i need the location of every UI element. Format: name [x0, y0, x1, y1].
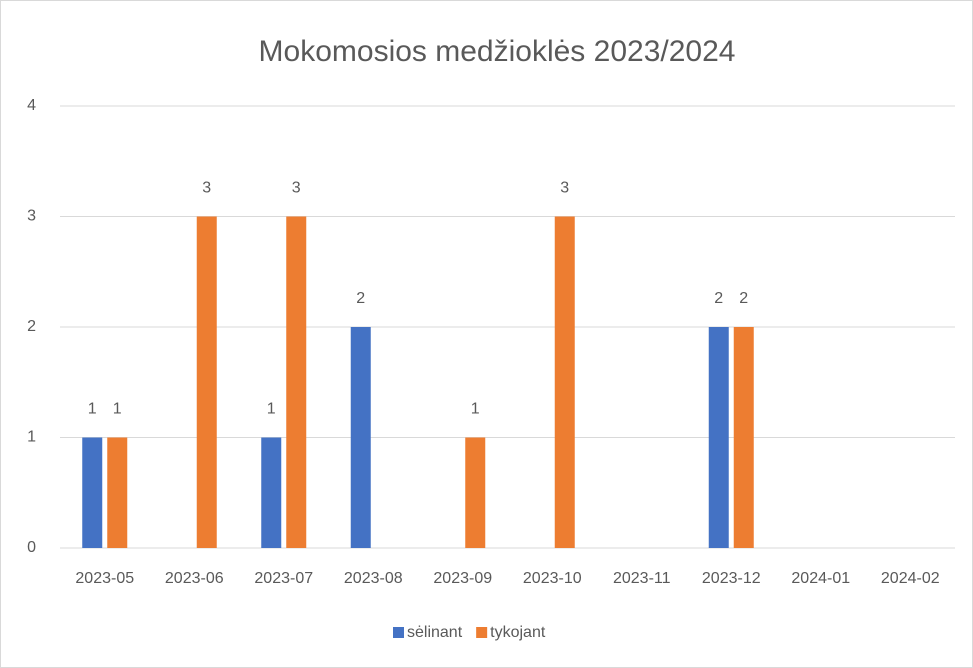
bar: [733, 327, 754, 548]
bar: [554, 216, 575, 548]
legend-label: tykojant: [490, 624, 546, 641]
bar: [465, 437, 486, 548]
y-tick-label: 4: [27, 97, 36, 114]
x-tick-label: 2023-06: [165, 570, 224, 587]
chart-title: Mokomosios medžioklės 2023/2024: [259, 35, 736, 68]
data-label: 1: [113, 401, 122, 418]
y-tick-label: 3: [27, 208, 36, 225]
data-label: 1: [88, 401, 97, 418]
bar: [107, 437, 128, 548]
x-tick-label: 2023-10: [523, 570, 582, 587]
bar: [286, 216, 307, 548]
x-tick-label: 2024-02: [881, 570, 940, 587]
x-tick-label: 2023-09: [433, 570, 492, 587]
legend-label: sėlinant: [407, 624, 463, 641]
data-label: 2: [356, 290, 365, 307]
x-tick-label: 2023-07: [254, 570, 313, 587]
data-label: 1: [471, 401, 480, 418]
bar: [350, 327, 371, 548]
legend-swatch: [393, 627, 404, 638]
bar: [708, 327, 729, 548]
data-label: 2: [714, 290, 723, 307]
y-tick-label: 1: [27, 429, 36, 446]
y-tick-label: 2: [27, 318, 36, 335]
x-tick-label: 2024-01: [791, 570, 850, 587]
x-tick-label: 2023-12: [702, 570, 761, 587]
data-label: 3: [560, 180, 569, 197]
data-label: 3: [292, 180, 301, 197]
y-tick-label: 0: [27, 539, 36, 556]
bar: [196, 216, 217, 548]
data-label: 3: [202, 180, 211, 197]
data-label: 2: [739, 290, 748, 307]
x-tick-label: 2023-08: [344, 570, 403, 587]
bar: [82, 437, 103, 548]
bar: [261, 437, 282, 548]
x-tick-label: 2023-05: [75, 570, 134, 587]
legend-swatch: [476, 627, 488, 638]
data-label: 1: [267, 401, 276, 418]
x-tick-label: 2023-11: [613, 570, 671, 587]
